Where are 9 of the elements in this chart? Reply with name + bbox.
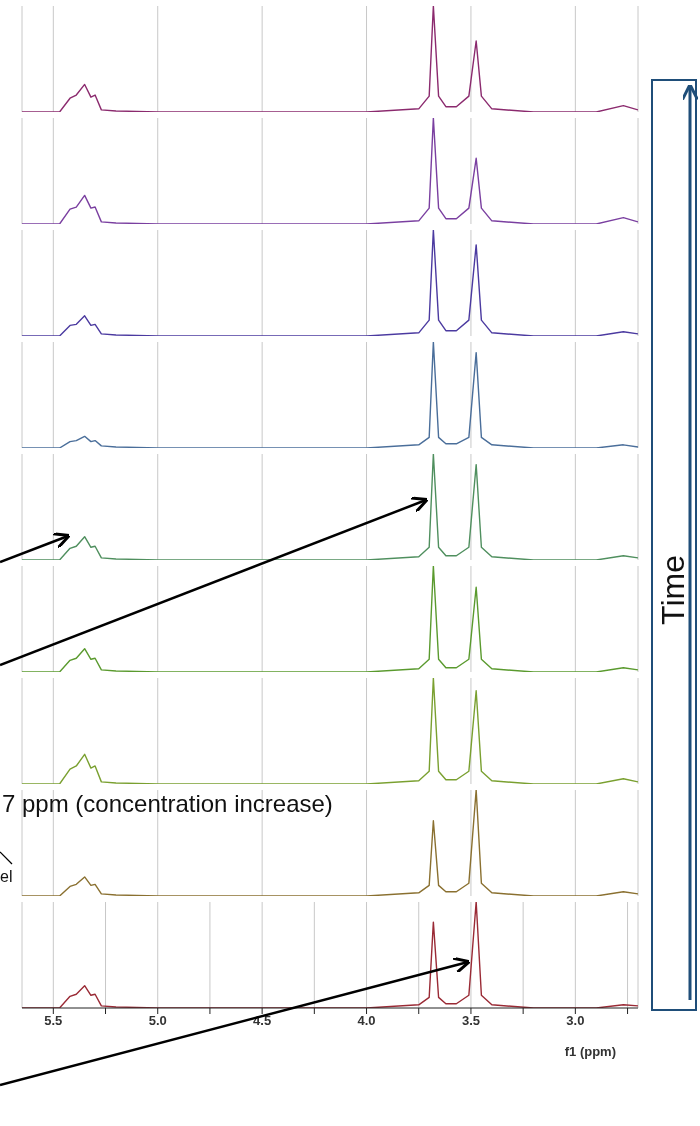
text: el [0, 868, 13, 885]
x-tick-label: 5.0 [148, 1013, 167, 1029]
text: Time [655, 555, 691, 625]
x-tick-label: 3.5 [461, 1013, 480, 1029]
x-tick-label: 5.5 [44, 1013, 63, 1029]
x-tick-label: 3.0 [566, 1013, 585, 1029]
annotation: 7 ppm (concentration increase) [2, 790, 333, 817]
x-axis-title: f1 (ppm) [564, 1044, 616, 1059]
x-tick-label: 4.0 [357, 1013, 376, 1029]
